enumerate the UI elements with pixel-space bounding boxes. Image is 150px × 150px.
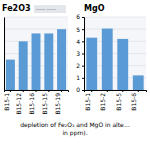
grid [84, 17, 146, 90]
tick: 0 [76, 86, 84, 93]
tick: 4 [76, 38, 84, 45]
tick-mark [138, 90, 139, 92]
title: Fe2O3 [2, 4, 31, 13]
tick-mark [91, 90, 92, 92]
tick-mark [122, 90, 123, 92]
tick: 5 [76, 26, 84, 33]
tick-label: 2 [76, 62, 80, 69]
tick-label: 5 [76, 26, 80, 33]
tick-mark [82, 29, 84, 30]
axis-line [4, 18, 5, 91]
tick-label: 3 [76, 50, 80, 57]
bar [6, 60, 15, 90]
tick: B15-5 [115, 90, 123, 111]
tick: 2 [76, 62, 84, 69]
tick-label: B15-1 [84, 93, 91, 111]
tick: B15-19 [54, 90, 62, 115]
subplot: B15-1 B15-2 B15-5 B15-6 0 1 2 3 4 5 6 [76, 13, 146, 110]
annotation: ─── ─── [35, 6, 57, 12]
tick-label: B15-6 [130, 93, 137, 111]
tick-mark [10, 90, 11, 92]
grid-line [84, 29, 146, 30]
tick: 3 [76, 50, 84, 57]
tick: B15-15 [41, 90, 49, 115]
tick-label: B15-5 [115, 93, 122, 111]
axis-line [82, 18, 85, 91]
title: MgO [84, 4, 105, 13]
tick-label: B15-15 [41, 93, 48, 115]
tick-label: 6 [76, 13, 80, 20]
tick-mark [82, 78, 84, 79]
grid [4, 17, 68, 90]
tick-label: 0 [76, 86, 80, 93]
tick-label: B15-1 [3, 93, 10, 111]
tick: B15-1 [84, 90, 92, 111]
annotation-background [34, 5, 66, 13]
axis-line [5, 91, 69, 93]
bars [86, 29, 143, 90]
tick: B15-16 [28, 90, 36, 115]
tick-mark [107, 90, 108, 92]
tick: B15-12 [15, 90, 23, 115]
tick-mark [48, 90, 49, 92]
bar [44, 33, 53, 90]
bar [133, 75, 144, 90]
plot-background [4, 17, 68, 90]
tick-label: B15-16 [28, 93, 35, 115]
bar [102, 29, 113, 90]
y-axis: 0 1 2 3 4 5 6 [76, 13, 84, 93]
tick-mark [82, 41, 84, 42]
tick-mark [36, 90, 37, 92]
tick: 6 [76, 13, 84, 20]
tick-label: B15-12 [15, 93, 22, 115]
tick: B15-1 [3, 90, 11, 111]
chart-root: B15-1B15-12B15-16B15-15B15-19Fe2O3─── ──… [0, 0, 150, 150]
tick: B15-2 [99, 90, 107, 111]
tick-label: B15-2 [99, 93, 106, 111]
bar [19, 41, 28, 90]
tick-mark [82, 54, 84, 55]
bar [57, 29, 66, 90]
grid-line [84, 17, 146, 18]
x-axis: B15-1 B15-2 B15-5 B15-6 [84, 90, 147, 111]
grid-line [4, 17, 68, 18]
tick-mark [82, 90, 84, 91]
tick-mark [23, 90, 24, 92]
tick: 1 [76, 74, 84, 81]
caption: depletion of Fe₂O₃ and MgO in alte…in pp… [20, 121, 130, 137]
tick-label: 4 [76, 38, 80, 45]
bar [32, 33, 41, 90]
bar [86, 38, 97, 90]
plot-background [84, 17, 146, 90]
annotation-box: ─── ─── [34, 5, 66, 13]
subplot: B15-1 B15-12 B15-16 B15-15 B15-19 [3, 17, 69, 115]
tick-mark [61, 90, 62, 92]
tick: B15-6 [130, 90, 138, 111]
tick-label: B15-19 [54, 93, 61, 115]
axis-line [85, 91, 147, 93]
tick-label: 1 [76, 74, 80, 81]
tick-mark [82, 17, 84, 18]
x-axis: B15-1 B15-12 B15-16 B15-15 B15-19 [3, 90, 69, 115]
bar [117, 39, 128, 90]
bars [6, 29, 66, 90]
y-axis [4, 18, 6, 91]
tick-mark [82, 66, 84, 67]
